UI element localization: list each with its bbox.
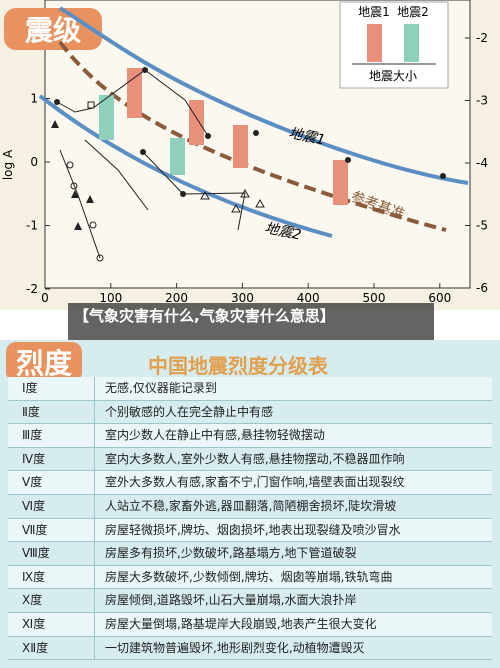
table-row: Ⅷ度 房屋多有损坏,少数破坏,路基塌方,地下管道破裂 xyxy=(8,542,492,566)
y-tick-label: -2 xyxy=(26,282,38,296)
table-title: 中国地震烈度分级表 xyxy=(148,354,328,378)
curve-label: 地震2 xyxy=(263,220,303,243)
legend-box xyxy=(339,1,449,89)
table-row: Ⅶ度 房屋轻微损坏,牌坊、烟囱损坏,地表出现裂缝及喷沙冒水 xyxy=(8,518,492,543)
table-row: Ⅴ度 室外大多数人有感,家畜不宁,门窗作响,墙壁表面出现裂纹 xyxy=(8,471,492,495)
y-tick-label: 0 xyxy=(30,155,38,169)
description: 室内大多数人,室外少数人有感,悬挂物摆动,不稳器皿作响 xyxy=(105,451,405,466)
intensity-label: Ⅺ度 xyxy=(8,612,95,636)
intensity-label: Ⅸ度 xyxy=(8,565,95,589)
description: 室外大多数人有感,家畜不宁,门窗作响,墙壁表面出现裂纹 xyxy=(105,475,405,490)
bar-2 xyxy=(170,138,185,175)
intensity-label: ⅩⅡ度 xyxy=(8,636,95,660)
x-tick-label: 400 xyxy=(297,291,320,305)
table-row: Ⅰ度 无感,仅仪器能记录到 xyxy=(8,377,492,401)
curve-label: 地震1 xyxy=(287,125,326,148)
y2-tick-label: -4 xyxy=(476,156,488,170)
intensity-label: Ⅰ度 xyxy=(8,377,95,400)
curve-1 xyxy=(58,6,469,185)
table-row: Ⅵ度 人站立不稳,家畜外逃,器皿翻落,简陋棚舍损坏,陡坎滑坡 xyxy=(8,494,492,519)
legend-item: 地震2 xyxy=(397,5,429,19)
table-row: ⅩⅡ度 一切建筑物普遍毁坏,地形剧烈变化,动植物遭毁灭 xyxy=(8,636,492,661)
x-tick-label: 100 xyxy=(99,291,122,305)
bar-2 xyxy=(99,95,114,140)
table-row: Ⅺ度 房屋大量倒塌,路基堤岸大段崩毁,地表产生很大变化 xyxy=(8,612,492,637)
reference-line xyxy=(58,40,447,232)
table-row: Ⅸ度 房屋大多数破坏,少数倾倒,牌坊、烟囱等崩塌,铁轨弯曲 xyxy=(8,565,492,590)
y2-tick-label: -3 xyxy=(476,94,488,108)
description: 室内少数人在静止中有感,悬挂物轻微摆动 xyxy=(105,428,325,443)
description: 房屋大量倒塌,路基堤岸大段崩毁,地表产生很大变化 xyxy=(105,616,377,631)
intensity-label: Ⅴ度 xyxy=(8,471,95,494)
intensity-label: Ⅷ度 xyxy=(8,542,95,565)
description: 个别敏感的人在完全静止中有感 xyxy=(105,404,274,419)
data-points-open xyxy=(56,69,265,262)
legend-swatch xyxy=(367,24,382,62)
intensity-label: Ⅱ度 xyxy=(8,400,95,424)
y2-tick-label: -5 xyxy=(476,219,488,233)
x-tick-label: 500 xyxy=(363,291,386,305)
intensity-label: Ⅹ度 xyxy=(8,589,95,612)
y2-tick-label: -6 xyxy=(476,281,488,295)
x-tick-label: 300 xyxy=(231,291,254,305)
table-row: Ⅹ度 房屋倾倒,道路毁坏,山石大量崩塌,水面大浪扑岸 xyxy=(8,589,492,613)
bar-1 xyxy=(127,68,142,118)
table-rows: Ⅰ度 无感,仅仪器能记录到 Ⅱ度 个别敏感的人在完全静止中有感 Ⅲ度 室内少数人在静止中有… xyxy=(8,377,492,661)
description: 房屋轻微损坏,牌坊、烟囱损坏,地表出现裂缝及喷沙冒水 xyxy=(105,522,401,537)
intensity-table: 烈度 中国地震烈度分级表 Ⅰ度 无感,仅仪器能记录到 Ⅱ度 个别敏感的人在完全静止中有… xyxy=(0,340,500,668)
description: 房屋大多数破坏,少数倾倒,牌坊、烟囱等崩塌,铁轨弯曲 xyxy=(105,569,393,584)
y2-tick-label: -2 xyxy=(476,31,488,45)
description: 人站立不稳,家畜外逃,器皿翻落,简陋棚舍损坏,陡坎滑坡 xyxy=(105,498,397,513)
legend-swatch xyxy=(404,24,419,62)
description: 无感,仅仪器能记录到 xyxy=(105,381,217,395)
table-row: Ⅱ度 个别敏感的人在完全静止中有感 xyxy=(8,400,492,425)
badge: 震级 xyxy=(25,14,81,47)
intensity-label: Ⅵ度 xyxy=(8,494,95,518)
bar-1 xyxy=(333,160,348,205)
intensity-label: Ⅳ度 xyxy=(8,447,95,471)
bar-1 xyxy=(233,125,248,168)
x-tick-label: 0 xyxy=(41,291,49,305)
x-tick-label: 200 xyxy=(165,291,188,305)
description: 一切建筑物普遍毁坏,地形剧烈变化,动植物遭毁灭 xyxy=(105,640,365,655)
bar-1 xyxy=(189,100,204,145)
intensity-label: Ⅶ度 xyxy=(8,518,95,542)
legend-caption: 地震大小 xyxy=(369,69,417,83)
y-tick-label: 1 xyxy=(30,92,38,106)
table-row: Ⅳ度 室内大多数人,室外少数人有感,悬挂物摆动,不稳器皿作响 xyxy=(8,447,492,472)
table-badge: 烈度 xyxy=(6,342,83,382)
y-axis-label: log A xyxy=(1,149,15,180)
y-tick-label: -1 xyxy=(26,219,38,233)
intensity-label: Ⅲ度 xyxy=(8,424,95,447)
description: 房屋多有损坏,少数破坏,路基塌方,地下管道破裂 xyxy=(105,546,357,561)
x-tick-label: 600 xyxy=(428,291,451,305)
legend-item: 地震1 xyxy=(358,5,390,19)
description: 房屋倾倒,道路毁坏,山石大量崩塌,水面大浪扑岸 xyxy=(105,593,357,608)
table-row: Ⅲ度 室内少数人在静止中有感,悬挂物轻微摆动 xyxy=(8,424,492,448)
magnitude-figure: 震级 地震1 地震2 地震大小 log A 地震1 地震2 参考基准 10-1-… xyxy=(0,0,500,310)
